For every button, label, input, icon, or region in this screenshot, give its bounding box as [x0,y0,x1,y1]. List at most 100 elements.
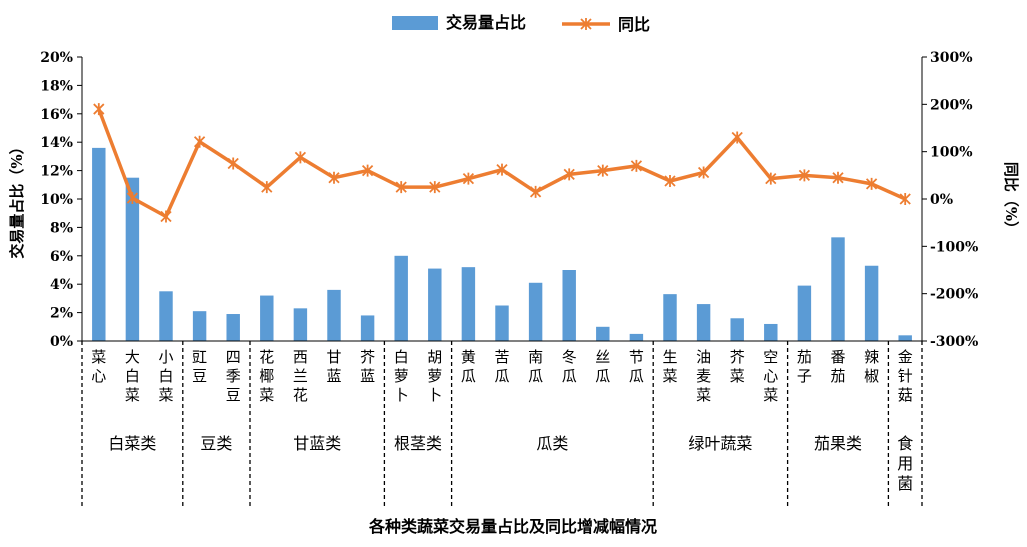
bar-菜心 [92,147,106,341]
y-left-tick-label: 18% [40,78,73,94]
y-left-tick-label: 0% [50,334,73,350]
bar-甘蓝 [327,289,341,341]
bar-苦瓜 [495,305,509,341]
category-label-生菜: 生菜 [662,348,677,385]
yoy-line [97,108,906,219]
y-left-axis-title: 交易量占比（%） [8,139,26,258]
bar-芥菜 [730,318,744,341]
bar-生菜 [663,294,677,341]
category-label-空心菜: 空心菜 [763,348,778,404]
bar-胡萝卜 [428,268,442,341]
bar-番茄 [831,237,845,341]
yoy-point-空心菜 [765,172,777,185]
group-label-根茎类: 根茎类 [394,434,442,453]
category-label-大白菜: 大白菜 [125,348,140,404]
yoy-point-西兰花 [294,151,307,164]
legend-line-label: 同比 [618,15,650,34]
y-right-tick-label: 0% [930,192,953,208]
category-label-黄瓜: 黄瓜 [461,348,476,385]
category-label-冬瓜: 冬瓜 [562,348,577,385]
bar-南瓜 [528,282,543,341]
bar-黄瓜 [461,267,476,341]
category-label-番茄: 番茄 [830,348,845,385]
bar-空心菜 [764,323,778,341]
y-left-tick-label: 12% [40,164,73,180]
group-label-甘蓝类: 甘蓝类 [293,434,341,453]
bar-油麦菜 [696,304,711,341]
yoy-point-胡萝卜 [429,181,441,194]
y-left-tick-label: 20% [40,50,73,66]
yoy-point-南瓜 [529,185,542,198]
bar-西兰花 [293,308,308,341]
y-left-tick-label: 14% [40,135,73,151]
category-label-茄子: 茄子 [797,348,812,385]
bar-节瓜 [629,333,644,341]
yoy-point-苦瓜 [496,163,508,176]
yoy-point-豇豆 [193,135,206,148]
group-label-绿叶蔬菜: 绿叶蔬菜 [688,434,752,453]
bar-白萝卜 [394,255,408,341]
category-label-苦瓜: 苦瓜 [494,348,509,385]
bar-芥蓝 [360,315,375,341]
bar-金针菇 [898,335,912,341]
y-left-tick-label: 4% [50,277,73,293]
yoy-point-大白菜 [126,192,139,205]
category-label-西兰花: 西兰花 [293,348,308,404]
category-label-芥蓝: 芥蓝 [360,348,375,385]
y-right-tick-label: 200% [930,97,973,113]
category-label-辣椒: 辣椒 [864,348,879,385]
yoy-point-油麦菜 [697,166,710,179]
group-label-豆类: 豆类 [200,434,232,453]
yoy-point-白萝卜 [395,181,407,194]
yoy-point-生菜 [664,175,676,188]
group-label-食用菌: 食用菌 [897,434,913,493]
bar-茄子 [797,285,812,341]
yoy-point-番茄 [832,171,844,184]
bar-辣椒 [864,265,879,341]
group-label-茄果类: 茄果类 [814,434,862,453]
y-right-tick-label: 300% [930,50,973,66]
y-right-axis-title: 同比（%） [1002,162,1020,236]
category-label-白萝卜: 白萝卜 [394,348,409,404]
yoy-point-芥蓝 [361,164,374,177]
category-label-甘蓝: 甘蓝 [326,348,341,385]
chart-title: 各种类蔬菜交易量占比及同比增减幅情况 [368,517,657,536]
yoy-point-冬瓜 [563,168,575,181]
category-label-菜心: 菜心 [91,348,106,385]
y-right-tick-label: -200% [930,287,978,303]
category-label-四季豆: 四季豆 [226,348,241,404]
category-label-节瓜: 节瓜 [629,348,644,385]
y-right-tick-label: 100% [930,145,973,161]
yoy-point-四季豆 [227,157,239,170]
yoy-point-丝瓜 [597,164,609,177]
yoy-point-辣椒 [865,177,878,190]
bar-豇豆 [192,311,207,341]
category-label-南瓜: 南瓜 [528,348,543,385]
yoy-point-节瓜 [630,159,643,172]
yoy-point-小白菜 [160,210,172,223]
y-left-tick-label: 2% [50,306,73,322]
y-left-tick-label: 6% [50,249,73,265]
y-left-tick-label: 10% [40,192,73,208]
category-label-丝瓜: 丝瓜 [595,348,610,385]
category-label-油麦菜: 油麦菜 [696,348,711,404]
yoy-point-菜心 [93,103,105,116]
bar-四季豆 [226,314,240,341]
legend-bar-label: 交易量占比 [446,13,526,32]
y-left-tick-label: 16% [40,107,73,123]
bar-大白菜 [125,177,140,341]
yoy-point-金针菇 [899,193,911,205]
bar-花椰菜 [260,295,274,341]
yoy-point-花椰菜 [261,181,273,194]
category-label-胡萝卜: 胡萝卜 [427,348,442,404]
yoy-point-芥菜 [731,131,743,144]
legend-bar-swatch [392,16,438,30]
y-right-tick-label: -100% [930,239,978,255]
group-label-白菜类: 白菜类 [108,434,156,453]
y-right-tick-label: -300% [930,334,978,350]
category-label-花椰菜: 花椰菜 [259,348,274,404]
group-label-瓜类: 瓜类 [536,434,568,453]
yoy-point-黄瓜 [462,172,475,185]
